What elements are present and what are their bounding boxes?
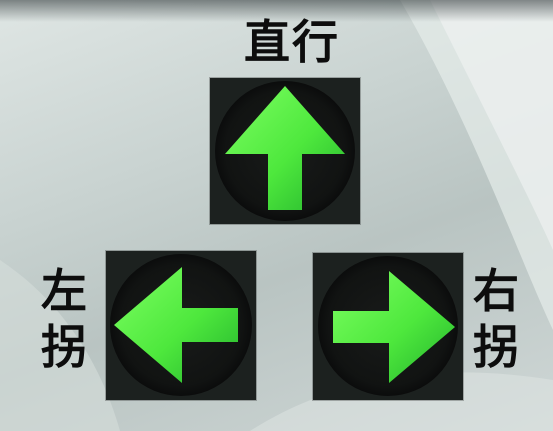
label-turn-right: 右 拐: [470, 268, 522, 380]
top-shade: [0, 0, 553, 22]
straight-arrow-icon: [215, 81, 355, 221]
right-arrow-icon: [318, 256, 458, 396]
label-turn-left-char-1: 左: [41, 264, 87, 318]
signal-straight: [210, 78, 360, 224]
label-turn-right-char-2: 拐: [473, 320, 519, 374]
left-arrow-icon: [110, 254, 252, 396]
signal-turn-right: [313, 253, 463, 400]
label-turn-right-char-1: 右: [473, 264, 519, 318]
signal-turn-left: [106, 251, 256, 400]
label-straight: 直行: [244, 15, 340, 69]
label-turn-left: 左 拐: [38, 268, 90, 380]
label-turn-left-char-2: 拐: [41, 320, 87, 374]
